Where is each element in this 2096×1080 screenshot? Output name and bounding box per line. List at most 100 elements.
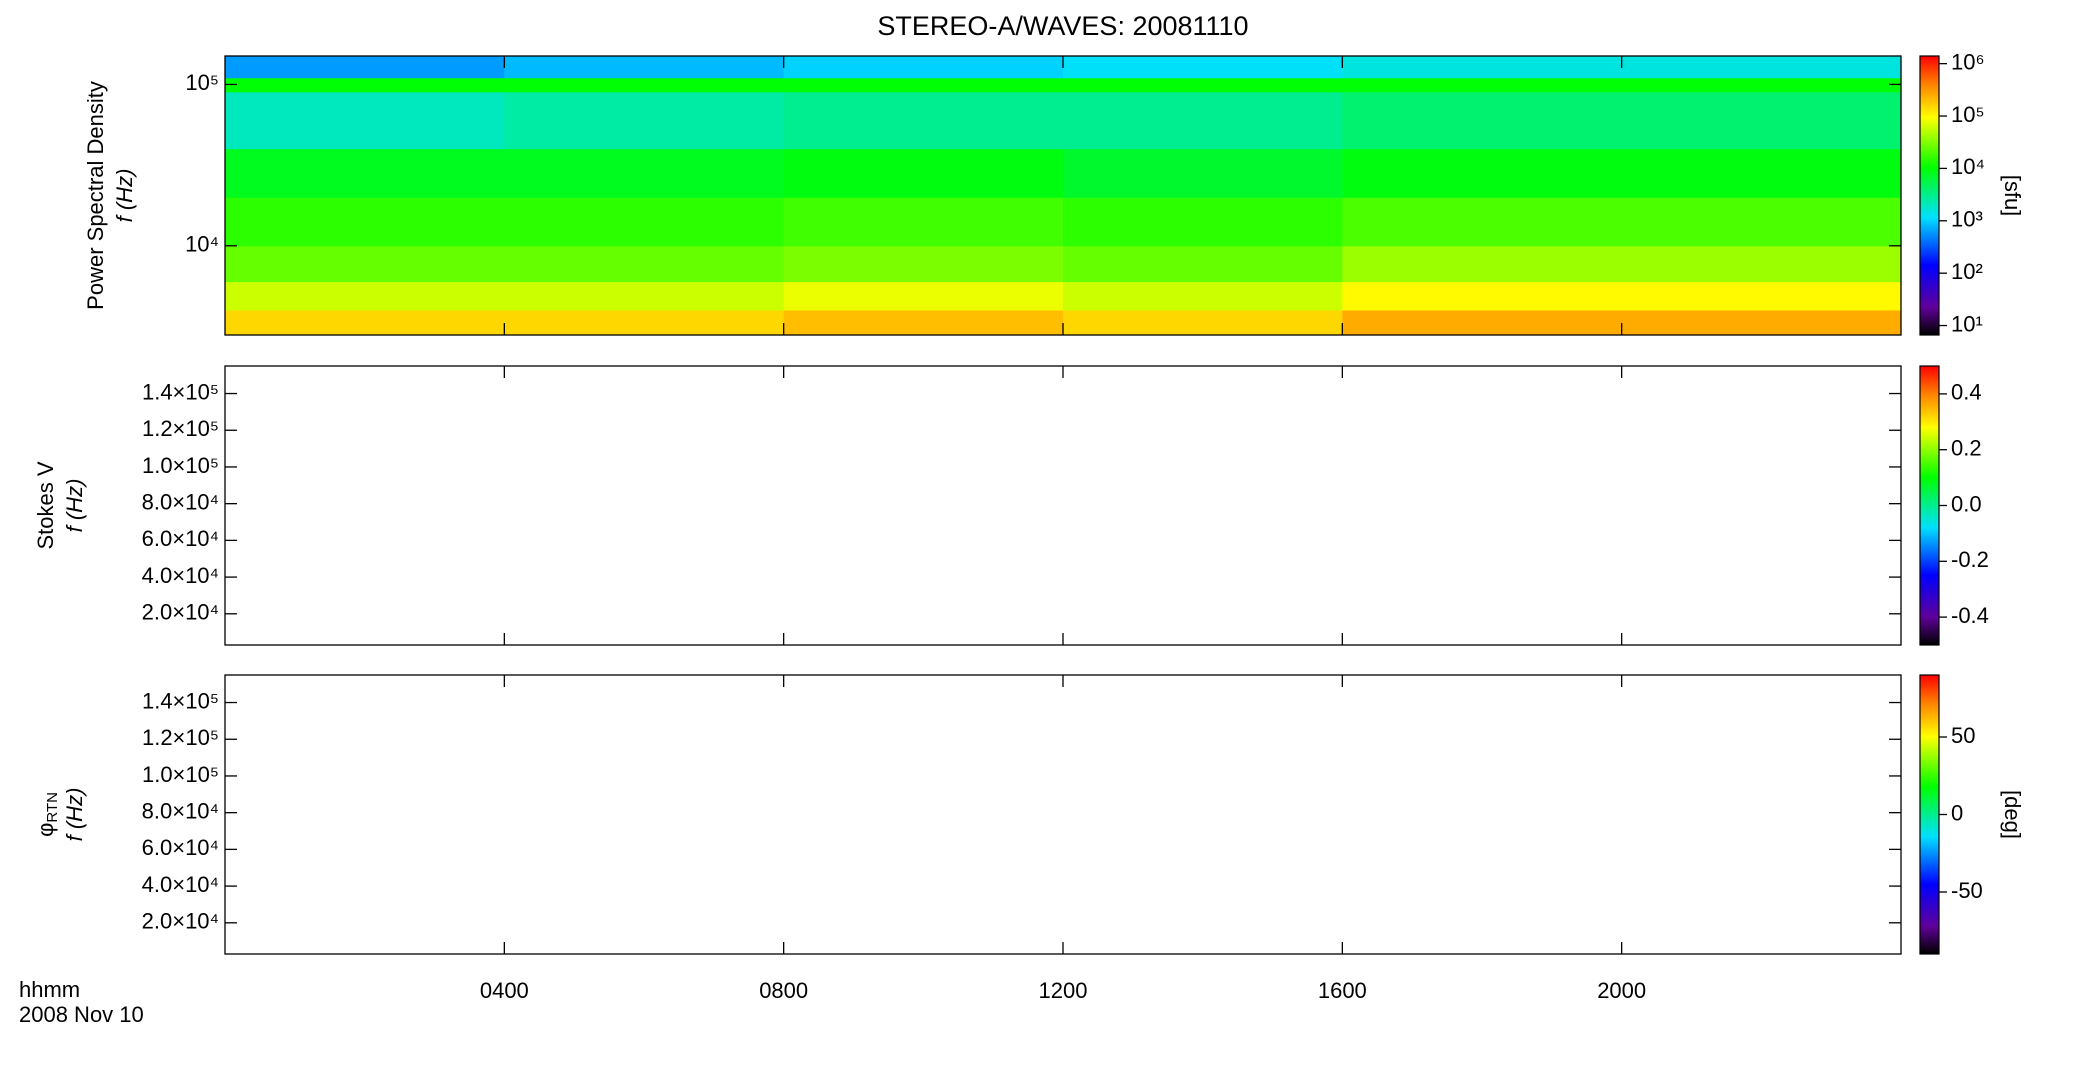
heatmap-cell [783, 197, 1064, 247]
y-tick-label: 10⁵ [185, 70, 219, 95]
heatmap-cell [1342, 310, 1623, 336]
y-tick-label: 1.4×10⁵ [142, 379, 219, 404]
heatmap-cell [1063, 77, 1343, 93]
y-axis-label: Stokes V [33, 461, 58, 549]
plot-frame [224, 674, 1902, 955]
y-axis-label-text: Power Spectral Density [83, 81, 108, 310]
heatmap-cell [225, 148, 505, 198]
heatmap-cell [1621, 148, 1902, 198]
x-tick-label: 0800 [759, 978, 808, 1003]
heatmap-cell [1621, 77, 1902, 93]
x-tick-label: 1200 [1039, 978, 1088, 1003]
heatmap-cell [1342, 77, 1623, 93]
heatmap-cell [1621, 56, 1902, 79]
heatmap-cell [225, 56, 505, 79]
y-tick-label: 1.0×10⁵ [142, 762, 219, 787]
heatmap-cell [1621, 281, 1902, 311]
heatmap-cell [1063, 281, 1343, 311]
colorbar-label: [deg] [2000, 790, 2025, 839]
colorbar-tick-label: 0.4 [1951, 380, 1982, 405]
x-tick-label: 0400 [480, 978, 529, 1003]
heatmap-cell [783, 310, 1064, 336]
heatmap-cell [1063, 310, 1343, 336]
heatmap-cell [1063, 197, 1343, 247]
y-tick-label: 2.0×10⁴ [142, 909, 219, 934]
colorbar-label: [sfu] [2000, 175, 2025, 217]
heatmap-cell [504, 245, 785, 283]
heatmap-cell [1342, 56, 1623, 79]
heatmap-cell [1621, 91, 1902, 150]
y-axis-label: Power Spectral Density [83, 81, 108, 310]
heatmap-cell [225, 91, 505, 150]
heatmap-cell [783, 91, 1064, 150]
heatmap-cell [1063, 56, 1343, 79]
colorbar-tick-label: 10¹ [1951, 311, 1983, 336]
colorbar [1919, 365, 1940, 646]
heatmap-cell [1342, 197, 1623, 247]
heatmap-cell [504, 56, 785, 79]
colorbar-tick-label: 10⁴ [1951, 154, 1985, 179]
heatmap-cell [1621, 245, 1902, 283]
x-axis-label: hhmm [19, 977, 80, 1002]
x-tick-label: 2000 [1597, 978, 1646, 1003]
heatmap-cell [504, 91, 785, 150]
y-tick-label: 4.0×10⁴ [142, 563, 219, 588]
y-axis-label: f (Hz) [62, 788, 87, 842]
y-axis-label: φRTN [33, 792, 61, 837]
heatmap-cell [1621, 197, 1902, 247]
heatmap-cell [783, 77, 1064, 93]
colorbar-tick-label: -0.2 [1951, 547, 1989, 572]
heatmap-cell [1063, 245, 1343, 283]
colorbar-tick-label: -50 [1951, 878, 1983, 903]
y-tick-label: 6.0×10⁴ [142, 526, 219, 551]
heatmap-cell [504, 281, 785, 311]
y-tick-label: 8.0×10⁴ [142, 489, 219, 514]
heatmap-cell [1342, 245, 1623, 283]
heatmap-cell [1621, 310, 1902, 336]
colorbar-tick-label: 10⁵ [1951, 102, 1985, 127]
heatmap-cell [783, 56, 1064, 79]
colorbar-tick-label: 10² [1951, 259, 1983, 284]
heatmap-cell [504, 77, 785, 93]
heatmap-cell [225, 245, 505, 283]
heatmap-cell [225, 197, 505, 247]
heatmap-cell [783, 281, 1064, 311]
y-tick-label: 1.0×10⁵ [142, 453, 219, 478]
colorbar-tick-label: 10⁶ [1951, 49, 1985, 74]
colorbar-tick-label: 50 [1951, 723, 1975, 748]
heatmap-cell [225, 281, 505, 311]
heatmap-cell [1342, 91, 1623, 150]
y-axis-label-subscript: RTN [44, 792, 61, 823]
colorbar-tick-label: 10³ [1951, 207, 1983, 232]
y-axis-label-text: φ [33, 823, 58, 837]
y-tick-label: 1.2×10⁵ [142, 416, 219, 441]
heatmap-cell [225, 77, 505, 93]
chart-title: STEREO-A/WAVES: 20081110 [877, 11, 1248, 41]
y-tick-label: 6.0×10⁴ [142, 835, 219, 860]
y-tick-label: 2.0×10⁴ [142, 600, 219, 625]
heatmap-cell [783, 148, 1064, 198]
y-axis-label: f (Hz) [62, 479, 87, 533]
heatmap-cell [1063, 91, 1343, 150]
heatmap-cell [504, 148, 785, 198]
y-tick-label: 8.0×10⁴ [142, 798, 219, 823]
y-axis-label: f (Hz) [112, 169, 137, 223]
y-tick-label: 1.4×10⁵ [142, 688, 219, 713]
heatmap-cell [1342, 148, 1623, 198]
heatmap-cell [504, 197, 785, 247]
heatmap-cell [783, 245, 1064, 283]
heatmap-cell [225, 310, 505, 336]
colorbar-tick-label: -0.4 [1951, 603, 1989, 628]
x-tick-label: 1600 [1318, 978, 1367, 1003]
plot-frame [224, 365, 1902, 646]
colorbar [1919, 674, 1940, 955]
colorbar-tick-label: 0.0 [1951, 491, 1982, 516]
y-tick-label: 4.0×10⁴ [142, 872, 219, 897]
y-tick-label: 10⁴ [185, 232, 219, 257]
y-tick-label: 1.2×10⁵ [142, 725, 219, 750]
heatmap-cell [1342, 281, 1623, 311]
x-axis-label: 2008 Nov 10 [19, 1002, 144, 1027]
colorbar-tick-label: 0.2 [1951, 436, 1982, 461]
heatmap-cell [1063, 148, 1343, 198]
